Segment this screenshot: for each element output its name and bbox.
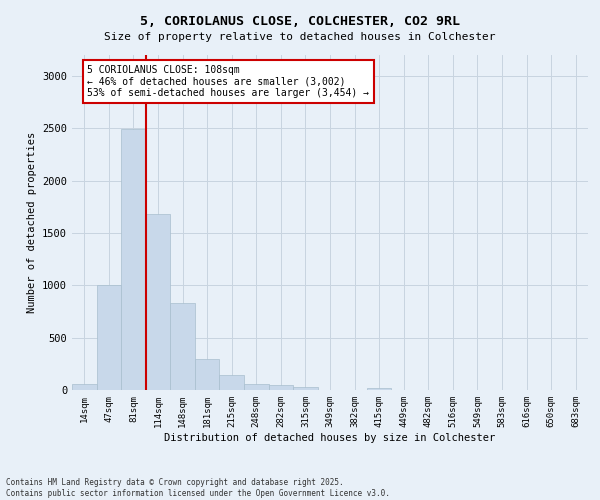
Bar (293, 387, 318, 390)
Bar (195, 359, 220, 390)
Bar (269, 385, 293, 390)
Y-axis label: Number of detached properties: Number of detached properties (26, 132, 37, 313)
Bar (146, 214, 170, 390)
Bar (121, 130, 146, 390)
X-axis label: Distribution of detached houses by size in Colchester: Distribution of detached houses by size … (164, 432, 496, 442)
Text: Size of property relative to detached houses in Colchester: Size of property relative to detached ho… (104, 32, 496, 42)
Bar (72, 384, 97, 390)
Text: Contains HM Land Registry data © Crown copyright and database right 2025.
Contai: Contains HM Land Registry data © Crown c… (6, 478, 390, 498)
Bar (367, 388, 391, 390)
Bar (170, 303, 195, 390)
Bar (97, 285, 121, 390)
Text: 5 CORIOLANUS CLOSE: 108sqm
← 46% of detached houses are smaller (3,002)
53% of s: 5 CORIOLANUS CLOSE: 108sqm ← 46% of deta… (88, 65, 370, 98)
Bar (220, 374, 244, 390)
Bar (244, 384, 269, 390)
Text: 5, CORIOLANUS CLOSE, COLCHESTER, CO2 9RL: 5, CORIOLANUS CLOSE, COLCHESTER, CO2 9RL (140, 15, 460, 28)
